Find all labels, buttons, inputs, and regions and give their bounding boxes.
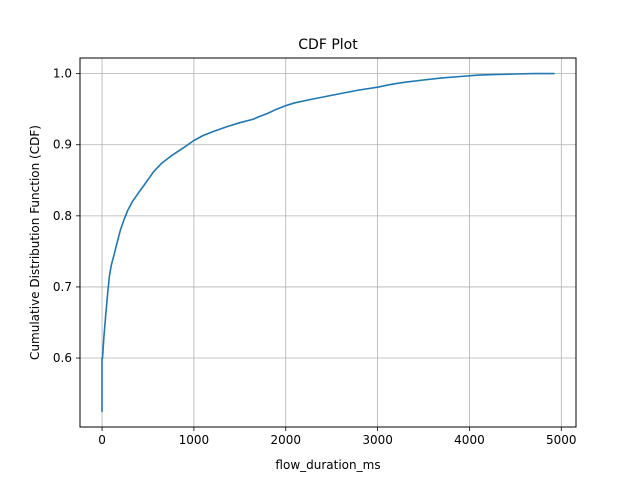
x-tick-label: 1000 [179,433,210,447]
chart-title: CDF Plot [298,37,358,53]
series-layer [101,72,555,413]
y-tick-label: 0.9 [53,138,72,152]
x-tick-label: 4000 [454,433,485,447]
cdf-series-line [101,72,555,413]
grid-lines [80,58,576,427]
x-axis-label: flow_duration_ms [275,458,380,472]
y-axis: 0.6 0.7 0.8 0.9 1.0 [53,67,80,365]
x-axis: 0 1000 2000 3000 4000 5000 [98,427,577,447]
plot-frame [79,57,577,428]
y-tick-label: 0.7 [53,280,72,294]
x-tick-label: 2000 [270,433,301,447]
x-tick-label: 3000 [362,433,393,447]
y-axis-label: Cumulative Distribution Function (CDF) [28,125,42,360]
x-tick-label: 5000 [546,433,577,447]
x-tick-label: 0 [98,433,106,447]
y-tick-label: 1.0 [53,67,72,81]
y-tick-label: 0.6 [53,351,72,365]
y-tick-label: 0.8 [53,209,72,223]
